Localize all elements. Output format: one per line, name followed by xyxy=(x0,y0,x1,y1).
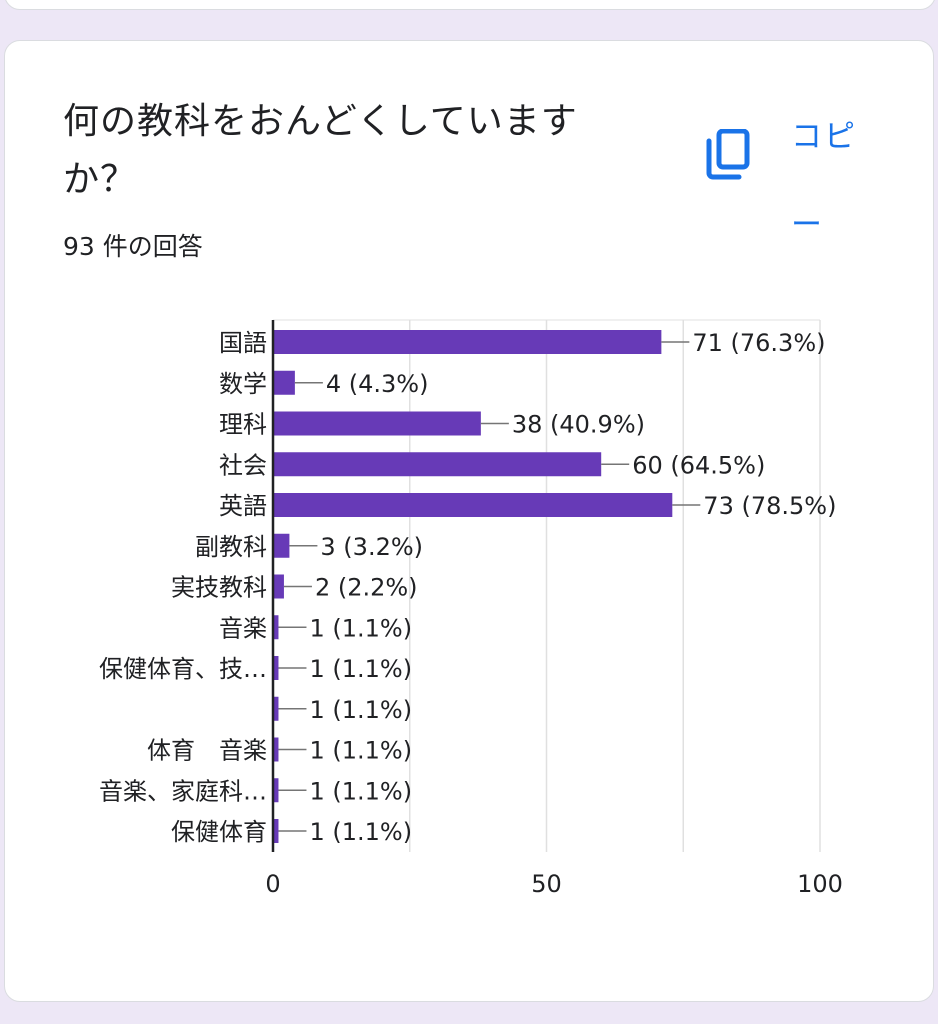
bar-12 xyxy=(273,819,279,843)
bar-4 xyxy=(273,493,673,517)
data-label-5: 3 (3.2%) xyxy=(320,533,423,561)
bar-8 xyxy=(273,656,279,680)
data-label-6: 2 (2.2%) xyxy=(315,574,418,602)
category-label-2: 理科 xyxy=(219,411,267,439)
x-tick-label-100: 100 xyxy=(797,870,843,898)
data-label-3: 60 (64.5%) xyxy=(632,451,765,479)
data-label-2: 38 (40.9%) xyxy=(512,411,645,439)
data-label-12: 1 (1.1%) xyxy=(309,818,412,846)
copy-icon xyxy=(706,129,750,180)
question-card: 何の教科をおんどくしていますか？ 93 件の回答 コピー xyxy=(4,40,934,1002)
bar-3 xyxy=(273,452,602,477)
category-label-5: 副教科 xyxy=(195,533,267,561)
data-label-4: 73 (78.5%) xyxy=(703,492,836,520)
bar-2 xyxy=(273,411,481,436)
category-label-8: 保健体育、技… xyxy=(99,655,267,683)
bar-6 xyxy=(273,574,284,599)
bar-10 xyxy=(273,737,279,762)
question-title: 何の教科をおんどくしていますか？ xyxy=(63,101,578,200)
bar-7 xyxy=(273,615,279,640)
copy-label: コピー xyxy=(791,119,857,243)
data-label-8: 1 (1.1%) xyxy=(309,655,412,683)
response-count: 93 件の回答 xyxy=(63,232,203,261)
data-label-0: 71 (76.3%) xyxy=(692,329,825,357)
bar-9 xyxy=(273,696,279,721)
data-label-7: 1 (1.1%) xyxy=(309,614,412,642)
bar-0 xyxy=(273,330,662,354)
category-label-0: 国語 xyxy=(219,329,267,357)
category-label-3: 社会 xyxy=(219,451,267,479)
category-label-12: 保健体育 xyxy=(171,818,267,846)
category-label-4: 英語 xyxy=(219,492,267,520)
category-label-11: 音楽、家庭科… xyxy=(99,777,267,805)
data-label-10: 1 (1.1%) xyxy=(309,737,412,765)
category-label-1: 数学 xyxy=(219,370,267,398)
x-tick-label-0: 0 xyxy=(265,870,280,898)
bar-1 xyxy=(273,370,295,395)
category-label-7: 音楽 xyxy=(219,614,267,642)
category-label-10: 体育 音楽 xyxy=(147,737,267,765)
data-label-1: 4 (4.3%) xyxy=(326,370,429,398)
bar-5 xyxy=(273,533,290,558)
data-label-9: 1 (1.1%) xyxy=(309,696,412,724)
category-label-6: 実技教科 xyxy=(171,574,267,602)
data-label-11: 1 (1.1%) xyxy=(309,777,412,805)
copy-button[interactable]: コピー xyxy=(701,93,871,243)
x-tick-label-50: 50 xyxy=(531,870,562,898)
bar-11 xyxy=(273,778,279,803)
